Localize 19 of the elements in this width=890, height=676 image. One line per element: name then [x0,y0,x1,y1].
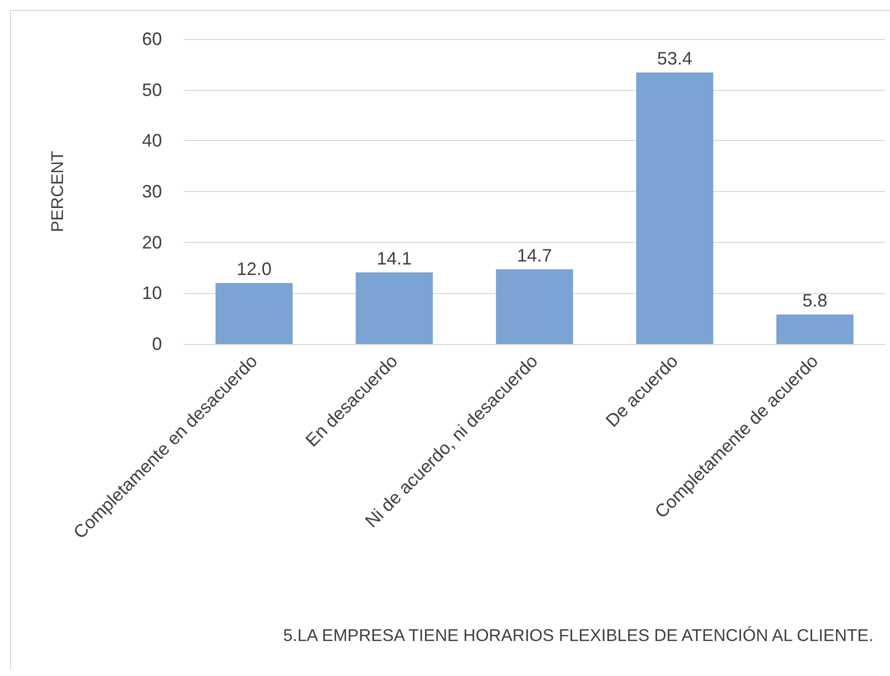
y-axis-title: PERCENT [48,150,67,232]
data-label: 14.1 [376,248,412,268]
data-label: 14.7 [516,245,552,266]
bar [636,72,714,344]
bar [776,314,854,344]
y-tick-label: 40 [142,130,162,151]
y-tick-label: 60 [142,29,162,49]
y-tick-label: 30 [142,182,162,202]
data-label: 12.0 [236,259,272,279]
y-tick-label: 50 [142,80,162,100]
y-tick-label: 10 [142,283,162,304]
text: 5.LA EMPRESA TIENE HORARIOS FLEXIBLES DE ATENCIÓN AL CLIENTE. [283,626,874,645]
bar [356,272,433,344]
data-label: 5.8 [802,290,828,311]
bar [496,269,574,344]
data-label: 53.4 [657,48,692,69]
y-tick-label: 20 [142,232,162,252]
bar [216,283,293,344]
y-tick-label: 0 [152,334,162,354]
